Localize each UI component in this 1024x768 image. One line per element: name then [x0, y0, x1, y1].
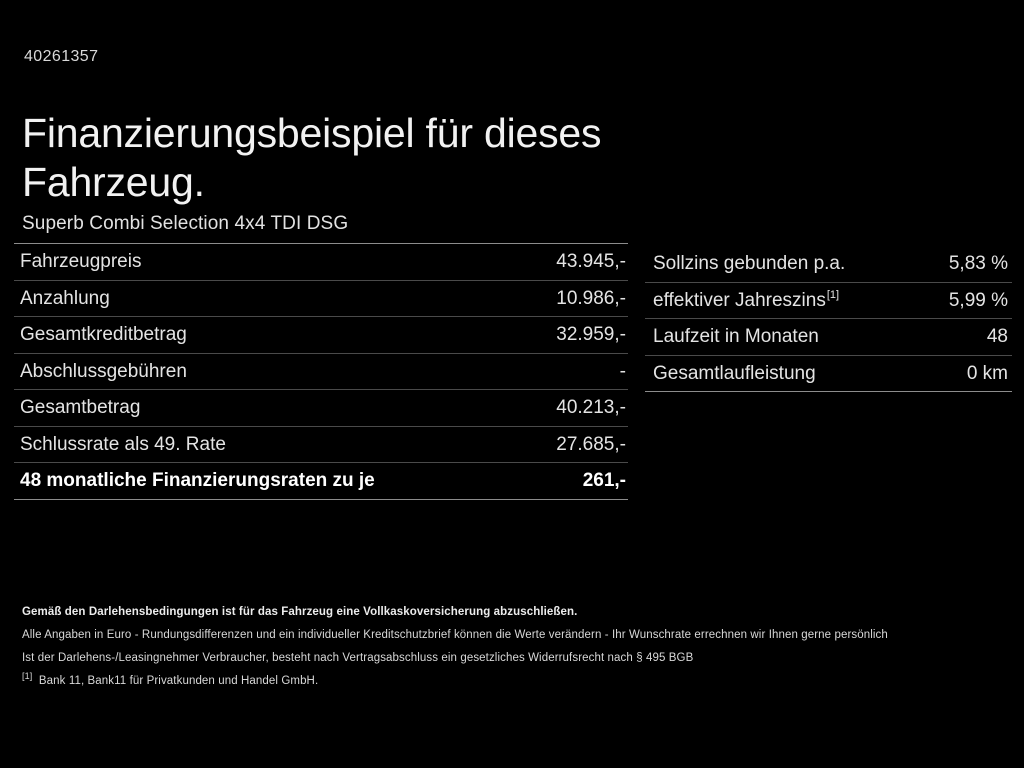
- row-label-text: effektiver Jahreszins: [653, 289, 826, 311]
- row-label: Fahrzeugpreis: [20, 251, 142, 272]
- table-row: Gesamtkreditbetrag 32.959,-: [14, 317, 628, 354]
- row-value: 32.959,-: [556, 324, 626, 345]
- row-value: 27.685,-: [556, 433, 626, 455]
- row-value: 48: [986, 326, 1008, 347]
- table-row: Anzahlung 10.986,-: [14, 281, 628, 317]
- row-label-text: Laufzeit in Monaten: [653, 326, 819, 347]
- row-value: 0 km: [966, 362, 1008, 384]
- footnote-withdrawal-notice: Ist der Darlehens-/Leasingnehmer Verbrau…: [22, 652, 694, 664]
- table-row: Gesamtlaufleistung 0 km: [645, 356, 1012, 392]
- row-value: 5,83 %: [948, 253, 1008, 274]
- footnotes-block: Gemäß den Darlehensbedingungen ist für d…: [22, 601, 1012, 693]
- footnote-currency-notice: Alle Angaben in Euro - Rundungsdifferenz…: [22, 629, 888, 641]
- table-row: Abschlussgebühren -: [14, 354, 628, 390]
- row-value: 5,99 %: [948, 289, 1008, 311]
- terms-table: Sollzins gebunden p.a. 5,83 % effektiver…: [645, 246, 1012, 392]
- table-row: Sollzins gebunden p.a. 5,83 %: [645, 246, 1012, 283]
- row-value: 43.945,-: [556, 251, 626, 272]
- footnote-insurance-notice: Gemäß den Darlehensbedingungen ist für d…: [22, 606, 578, 618]
- row-label: Anzahlung: [20, 287, 110, 309]
- row-value: 40.213,-: [556, 397, 626, 418]
- row-label: Abschlussgebühren: [20, 360, 187, 382]
- footnote-bank-notice: [1] Bank 11, Bank11 für Privatkunden und…: [22, 670, 1012, 693]
- row-value: 261,-: [582, 470, 626, 491]
- row-label: Gesamtlaufleistung: [653, 362, 816, 386]
- footnote-bank-text: Bank 11, Bank11 für Privatkunden und Han…: [38, 675, 319, 687]
- row-label: Sollzins gebunden p.a.: [653, 252, 845, 276]
- table-row: effektiver Jahreszins[1] 5,99 %: [645, 283, 1012, 319]
- row-label: Schlussrate als 49. Rate: [20, 433, 226, 455]
- vehicle-model-name: Superb Combi Selection 4x4 TDI DSG: [22, 213, 349, 234]
- row-label-text: Sollzins gebunden p.a.: [653, 253, 846, 274]
- table-row: Fahrzeugpreis 43.945,-: [14, 244, 628, 281]
- row-label: Gesamtkreditbetrag: [20, 324, 187, 345]
- row-label: Gesamtbetrag: [20, 397, 141, 418]
- table-row: Gesamtbetrag 40.213,-: [14, 390, 628, 427]
- footnote-marker: [1]: [826, 289, 840, 302]
- row-value: -: [619, 360, 626, 382]
- table-row-monthly-rate: 48 monatliche Finanzierungsraten zu je 2…: [14, 463, 628, 500]
- reference-id: 40261357: [24, 48, 99, 65]
- table-row: Laufzeit in Monaten 48: [645, 319, 1012, 356]
- row-value: 10.986,-: [556, 287, 626, 309]
- row-label: effektiver Jahreszins[1]: [653, 289, 839, 313]
- row-label-text: Gesamtlaufleistung: [653, 362, 816, 384]
- table-row: Schlussrate als 49. Rate 27.685,-: [14, 427, 628, 463]
- row-label: 48 monatliche Finanzierungsraten zu je: [20, 470, 375, 491]
- page-title: Finanzierungsbeispiel für dieses Fahrzeu…: [22, 110, 602, 206]
- finance-table: Fahrzeugpreis 43.945,- Anzahlung 10.986,…: [14, 243, 628, 500]
- footnote-marker: [1]: [22, 671, 33, 682]
- row-label: Laufzeit in Monaten: [653, 325, 819, 349]
